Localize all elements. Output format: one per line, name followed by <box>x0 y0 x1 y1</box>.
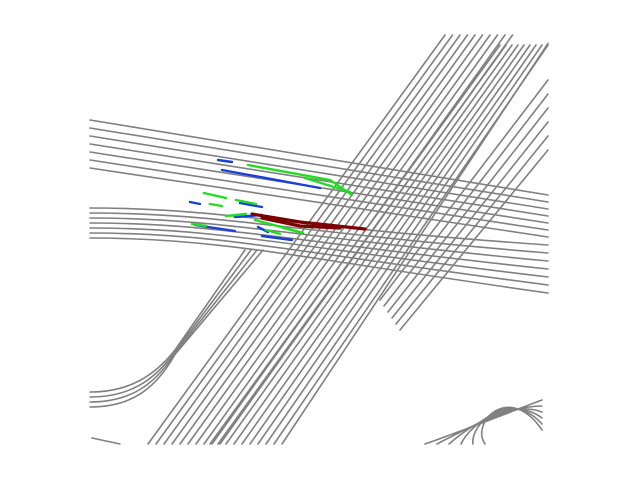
lane-diagonal-right <box>225 44 513 445</box>
lane-horizontal-lower <box>89 237 549 294</box>
agent-history-trail <box>216 158 234 164</box>
agent-predicted-trail <box>303 176 352 194</box>
agent-history-trail <box>238 201 264 209</box>
lane-horizontal-lower <box>89 222 549 270</box>
agent-trajectories <box>188 158 367 242</box>
lane-diagonal-far <box>379 79 549 301</box>
lane-diagonal-right <box>233 44 519 445</box>
lane-horizontal-upper <box>89 159 549 231</box>
lane-diagonal-right <box>281 42 549 445</box>
lane-diagonal-left <box>187 34 484 445</box>
agent-history-trail <box>260 234 294 242</box>
lane-diagonal-left <box>171 34 469 445</box>
lane-diagonal-far <box>391 121 549 319</box>
lane-horizontal-upper <box>89 143 549 217</box>
lane-curve-bottom-right <box>448 408 543 445</box>
lane-diagonal-left <box>179 34 476 445</box>
lane-diagonal-right <box>209 44 501 445</box>
lane-diagonal-right <box>241 44 525 445</box>
lane-diagonal-left <box>163 34 461 445</box>
lane-stub-bottom-left <box>91 437 121 445</box>
agent-history-trail <box>188 200 202 206</box>
lane-ramp-left <box>89 249 252 398</box>
agent-predicted-trail <box>224 212 248 218</box>
lane-diagonal-far <box>395 135 549 325</box>
lane-ramp-left <box>89 249 246 393</box>
lane-horizontal-upper <box>89 127 549 203</box>
lane-curve-bottom-right <box>436 405 543 445</box>
agent-predicted-trail <box>234 198 258 206</box>
agent-history-trail <box>220 168 322 190</box>
lane-curve-bottom-right <box>424 399 543 445</box>
lane-horizontal-upper <box>89 167 549 238</box>
lane-horizontal-lower <box>89 232 549 286</box>
agent-predicted-trail <box>208 202 224 208</box>
focal-agent-trajectory <box>250 212 367 231</box>
lane-curve-bottom-right <box>480 406 543 445</box>
lane-diagonal-right <box>217 44 507 445</box>
agent-predicted-trail <box>190 222 208 228</box>
lane-curve-bottom-right <box>460 408 543 445</box>
lane-ramp-left <box>89 249 264 408</box>
lane-horizontal-upper <box>89 119 549 196</box>
lane-diagonal-far <box>383 93 549 307</box>
lane-horizontal-upper <box>89 135 549 210</box>
agent-predicted-trail <box>202 191 228 200</box>
agent-predicted-trail <box>264 228 282 236</box>
lane-horizontal-lower <box>89 227 549 278</box>
lane-horizontal-lower <box>89 217 549 262</box>
lane-ramp-left <box>89 249 258 403</box>
focal-agent-trajectory <box>260 216 342 230</box>
agent-predicted-trail <box>281 226 305 235</box>
lane-curve-bottom-right <box>472 407 543 445</box>
lane-diagonal-right <box>265 44 543 445</box>
lane-lines <box>89 34 549 445</box>
